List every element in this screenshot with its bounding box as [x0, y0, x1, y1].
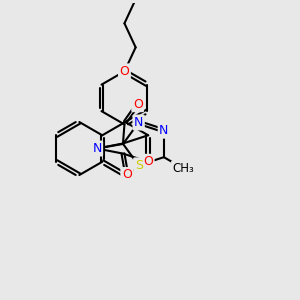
Text: O: O: [119, 65, 129, 78]
Text: N: N: [134, 116, 143, 129]
Text: CH₃: CH₃: [172, 162, 194, 175]
Text: N: N: [92, 142, 102, 155]
Text: O: O: [122, 169, 132, 182]
Text: O: O: [143, 155, 153, 168]
Text: S: S: [135, 159, 142, 172]
Text: O: O: [133, 98, 142, 111]
Text: N: N: [159, 124, 169, 137]
